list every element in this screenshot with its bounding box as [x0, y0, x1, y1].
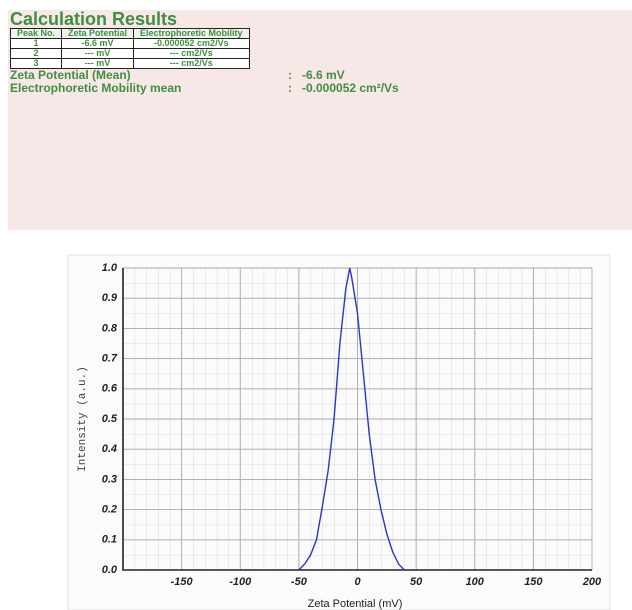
y-tick-label: 0.5 [102, 413, 118, 425]
peak-table: Peak No. Zeta Potential Electrophoretic Mo… [9, 28, 250, 69]
separator: : [288, 68, 292, 82]
y-tick-label: 0.1 [102, 534, 117, 546]
x-tick-label: -50 [291, 576, 308, 588]
y-axis-label: Intensity (a.u.) [77, 366, 89, 472]
y-tick-label: 1.0 [102, 262, 118, 274]
y-tick-label: 0.8 [102, 322, 118, 334]
summary-value: -6.6 mV [302, 68, 345, 82]
y-tick-label: 0.4 [102, 443, 117, 455]
axes [122, 268, 592, 571]
summary-label: Electrophoretic Mobility mean [10, 81, 182, 95]
x-tick-label: 200 [582, 576, 602, 588]
y-tick-label: 0.2 [102, 504, 117, 516]
data-line [298, 267, 405, 571]
y-tick-label: 0.0 [102, 564, 118, 576]
summary-label: Zeta Potential (Mean) [10, 68, 131, 82]
x-tick-label: 50 [410, 576, 423, 588]
summary-value: -0.000052 cm²/Vs [302, 81, 399, 95]
x-tick-label: 150 [524, 576, 543, 588]
report-title: Calculation Results [10, 9, 178, 29]
summary-row: Zeta Potential (Mean): -6.6 mV [8, 69, 632, 82]
cell: --- cm2/Vs [133, 58, 250, 69]
y-tick-label: 0.3 [102, 473, 117, 485]
cell: --- mV [61, 58, 135, 69]
x-axis-label: Zeta Potential (mV) [308, 598, 403, 610]
summary-row: Electrophoretic Mobility mean: -0.000052 … [8, 82, 632, 95]
separator: : [288, 81, 292, 95]
calculation-results: Calculation Results Peak No. Zeta Potenti… [8, 10, 632, 230]
y-tick-label: 0.6 [102, 383, 118, 395]
y-tick-label: 0.9 [102, 292, 118, 304]
cell: 3 [9, 58, 63, 69]
y-tick-label: 0.7 [102, 353, 118, 365]
x-tick-label: -100 [229, 576, 252, 588]
x-tick-label: 100 [466, 576, 485, 588]
x-tick-label: 0 [354, 576, 361, 588]
x-tick-label: -150 [171, 576, 194, 588]
